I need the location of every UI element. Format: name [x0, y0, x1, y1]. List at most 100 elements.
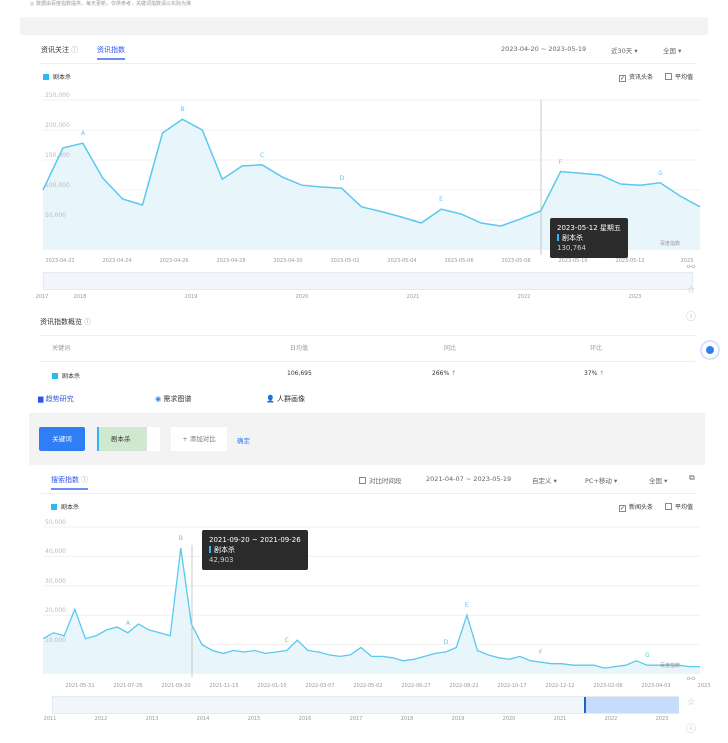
x-tick-label: 2022-08-22 [449, 683, 479, 689]
x-tick-label: 2021-09-20 [161, 683, 191, 689]
star-icon[interactable]: ☆ [686, 697, 696, 708]
export-icon[interactable]: ⧉ [689, 473, 695, 482]
tab-news-index[interactable]: 资讯指数 [97, 46, 125, 60]
notice-text: ◎ 数据由百度指数提供，每天更新，仅供参考，关键词指数请以实际为准 [30, 1, 191, 7]
event-marker[interactable]: B [178, 534, 183, 542]
year-label: 2023 [655, 716, 669, 722]
period-select[interactable]: 近30天 ▾ [611, 47, 638, 55]
help-icon: ⓘ [71, 46, 79, 54]
news-line [42, 118, 701, 227]
y-tick-label: 50,000 [45, 212, 66, 219]
help-icon[interactable]: ⓘ [686, 724, 696, 735]
event-marker[interactable]: B [180, 106, 185, 114]
keyword-input[interactable]: 剧本杀 [97, 427, 160, 451]
year-label: 2022 [517, 294, 531, 300]
x-tick-label: 2023-05-04 [387, 258, 417, 264]
chart-icon: ▆ [38, 395, 44, 403]
x-tick-label: 2023-05-12 [615, 258, 645, 264]
star-icon[interactable]: ☆ [686, 285, 696, 296]
x-tick-label: 2023-05-10 [558, 258, 588, 264]
year-label: 2013 [145, 716, 159, 722]
event-marker[interactable]: G [645, 652, 650, 660]
share-icon[interactable]: ⚯ [686, 674, 696, 685]
keyword-button[interactable]: 关键词 [39, 427, 85, 451]
region-select[interactable]: 全国 ▾ [663, 47, 682, 55]
x-tick-label: 2023-02-06 [593, 683, 623, 689]
year-label: 2020 [502, 716, 516, 722]
y-tick-label: 150,000 [45, 152, 70, 159]
x-tick-label: 2023-04-30 [273, 258, 303, 264]
timeline-slider[interactable] [43, 272, 693, 290]
legend-item[interactable]: 剧本杀 [43, 72, 71, 81]
share-icon[interactable]: ⚯ [686, 262, 696, 273]
year-label: 2020 [295, 294, 309, 300]
year-label: 2021 [553, 716, 567, 722]
year-label: 2021 [406, 294, 420, 300]
x-tick-label: 2022-03-07 [305, 683, 335, 689]
timeline-slider[interactable] [52, 696, 679, 714]
y-tick-label: 200,000 [45, 122, 70, 129]
y-tick-label: 250,000 [45, 92, 70, 99]
year-label: 2017 [35, 294, 49, 300]
x-tick-label: 2023-04-24 [102, 258, 132, 264]
event-marker[interactable]: A [80, 130, 85, 138]
region-select[interactable]: 全国 ▾ [649, 477, 668, 485]
x-tick-label: 2021-07-26 [113, 683, 143, 689]
nav-demand[interactable]: ◉ 需求图谱 [155, 395, 192, 403]
col-avg: 日均值 [290, 345, 309, 352]
average-checkbox[interactable]: 平均值 [665, 72, 693, 81]
x-tick-label: 2023-04-22 [45, 258, 75, 264]
average-checkbox[interactable]: 平均值 [665, 502, 693, 511]
year-label: 2016 [298, 716, 312, 722]
help-icon[interactable]: ⓘ [686, 312, 696, 323]
keyword-bar: 关键词 剧本杀 + 添加对比 确定 [29, 413, 705, 465]
event-marker[interactable]: G [658, 169, 663, 177]
float-button[interactable] [700, 340, 720, 360]
confirm-link[interactable]: 确定 [237, 437, 250, 445]
event-marker[interactable]: E [439, 196, 443, 204]
slider-handle[interactable] [584, 697, 679, 713]
nav-crowd[interactable]: 👤 人群画像 [266, 395, 305, 403]
section-divider [20, 17, 708, 35]
add-compare-button[interactable]: + 添加对比 [171, 427, 227, 451]
col-mom: 环比 [590, 345, 603, 352]
year-label: 2019 [184, 294, 198, 300]
x-tick-label: 2023-04-28 [216, 258, 246, 264]
news-headline-checkbox[interactable]: ✓ 新闻头条 [619, 504, 654, 512]
tab-search-index[interactable]: 搜索指数 ⓘ [51, 476, 89, 490]
event-marker[interactable]: F [558, 158, 563, 166]
row-mom: 37% ↑ [584, 370, 605, 377]
event-marker[interactable]: C [260, 151, 265, 159]
compare-period-checkbox[interactable]: 对比时间段 [359, 475, 402, 485]
news-headline-checkbox[interactable]: ✓ 资讯头条 [619, 74, 654, 82]
event-marker[interactable]: D [443, 638, 449, 646]
event-marker[interactable]: C [284, 637, 289, 645]
event-marker[interactable]: F [539, 649, 543, 657]
news-area [43, 119, 700, 250]
y-tick-label: 30,000 [45, 577, 66, 585]
watermark: 百度指数 [660, 663, 681, 669]
tab-news-attention[interactable]: 资讯关注 ⓘ [41, 46, 79, 54]
y-tick-label: 20,000 [45, 607, 66, 615]
row-avg: 106,695 [287, 370, 312, 377]
event-marker[interactable]: D [339, 175, 345, 183]
col-keyword: 关键词 [52, 345, 71, 352]
period-select[interactable]: 自定义 ▾ [532, 477, 557, 485]
x-tick-label: 2022-10-17 [497, 683, 527, 689]
date-range[interactable]: 2023-04-20 ~ 2023-05-19 [501, 45, 587, 53]
event-marker[interactable]: E [464, 602, 469, 610]
device-select[interactable]: PC+移动 ▾ [585, 477, 618, 485]
year-label: 2011 [43, 716, 57, 722]
x-tick-label: 2021-05-31 [65, 683, 95, 689]
user-icon: 👤 [266, 395, 275, 403]
event-marker[interactable]: A [125, 619, 130, 627]
date-range[interactable]: 2021-04-07 ~ 2023-05-19 [426, 475, 512, 483]
x-tick-label: 2022-12-12 [545, 683, 575, 689]
x-tick-label: 2023-05-02 [330, 258, 360, 264]
legend-item[interactable]: 剧本杀 [51, 502, 79, 511]
year-label: 2015 [247, 716, 261, 722]
tooltip: 2021-09-20 ~ 2021-09-26 剧本杀 42,903 [202, 530, 308, 570]
nav-trend[interactable]: ▆ 趋势研究 [38, 395, 74, 403]
y-tick-label: 40,000 [45, 548, 66, 556]
x-tick-label: 2023-04-26 [159, 258, 189, 264]
